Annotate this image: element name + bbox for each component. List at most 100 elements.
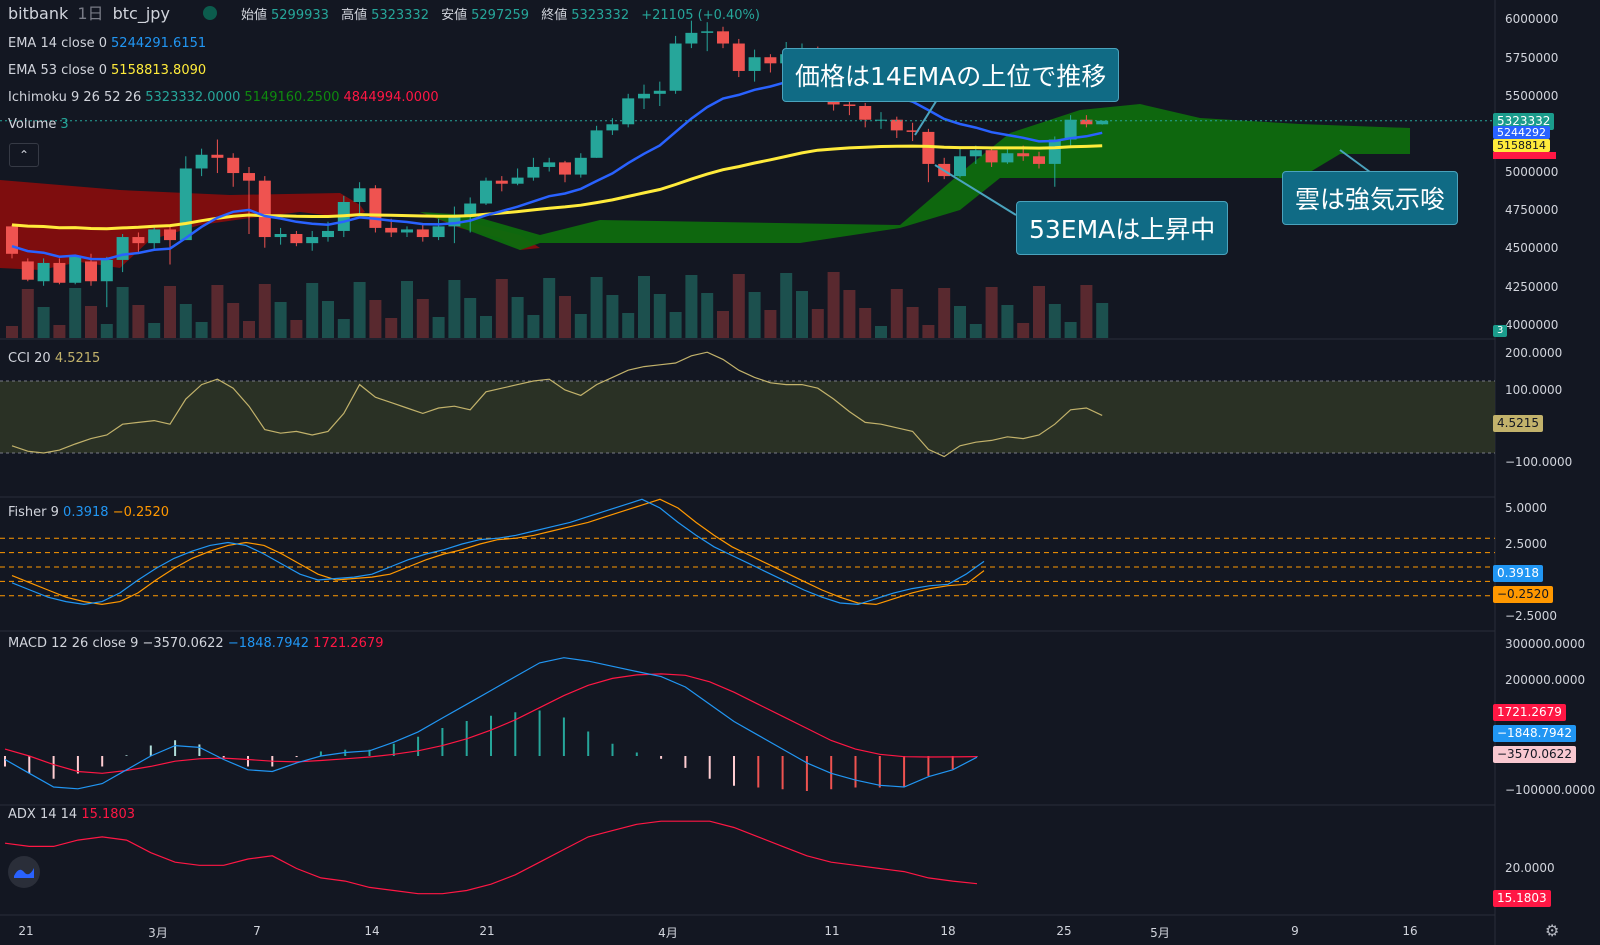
x-axis-tick: 14 (364, 924, 380, 938)
ema14-line (11, 74, 1103, 261)
candle-body (1048, 139, 1061, 164)
volume-bar (227, 303, 240, 338)
macd-axis-tick: 300000.0000 (1505, 637, 1586, 651)
settings-gear-icon[interactable]: ⚙ (1545, 921, 1560, 940)
volume-bar (337, 319, 350, 338)
price-axis-tick: 5750000 (1505, 51, 1559, 65)
candle-body (432, 226, 445, 238)
candle-body (701, 31, 714, 33)
candle-body (843, 104, 856, 106)
candle-body (290, 234, 303, 244)
fisher-value-tag: 0.3918 (1493, 565, 1543, 582)
volume-bar (969, 324, 982, 338)
candle-body (132, 237, 145, 244)
legend-volume[interactable]: Volume 3 (8, 117, 69, 132)
volume-bar (780, 273, 793, 338)
volume-bar (385, 318, 398, 338)
symbol-name: btc_jpy (112, 4, 170, 23)
volume-bar (464, 298, 477, 338)
ichimoku-tag (1493, 152, 1556, 159)
candle-body (1064, 119, 1077, 140)
price-axis-tick: 4250000 (1505, 280, 1559, 294)
tradingview-logo-icon[interactable] (8, 856, 40, 888)
candle-body (148, 229, 161, 244)
candle-body (1033, 156, 1045, 164)
candle-body (369, 188, 382, 228)
last-price-tag: 5323332 (1493, 113, 1555, 130)
symbol-header: bitbank 1日 btc_jpy (8, 6, 174, 22)
candle-body (21, 261, 34, 280)
cci-axis-tick: −100.0000 (1505, 455, 1573, 469)
volume-bar (764, 310, 777, 338)
volume-bar (796, 291, 808, 338)
legend-macd[interactable]: MACD 12 26 close 9 −3570.0622 −1848.7942… (8, 636, 384, 651)
market-status-icon (203, 6, 217, 20)
collapse-legend-button[interactable]: ⌃ (9, 143, 39, 167)
legend-ema14[interactable]: EMA 14 close 0 5244291.6151 (8, 36, 207, 51)
candle-body (764, 57, 777, 64)
volume-bar (353, 282, 366, 338)
fisher-signal-line (11, 498, 985, 606)
volume-bar (37, 307, 50, 338)
candle-body (954, 156, 966, 177)
cci-value-tag: 4.5215 (1493, 415, 1543, 432)
volume-bar (21, 289, 34, 338)
candle-body (85, 261, 97, 282)
candle-body (685, 32, 698, 44)
volume-bar (543, 278, 556, 338)
candle-body (638, 93, 650, 99)
candle-body (211, 154, 224, 158)
legend-cci[interactable]: CCI 20 4.5215 (8, 351, 101, 366)
candle-body (590, 130, 603, 158)
x-axis-tick: 5月 (1150, 926, 1170, 940)
candle-body (559, 162, 571, 175)
volume-bar (859, 308, 872, 338)
volume-bar (811, 309, 824, 338)
candle-body (653, 90, 666, 94)
volume-bar (480, 316, 492, 338)
callout-ema53-rising: 53EMAは上昇中 (1016, 201, 1229, 255)
callout-cloud-bullish: 雲は強気示唆 (1282, 171, 1459, 225)
candle-body (1096, 120, 1109, 125)
volume-bar (369, 300, 382, 338)
candle-body (859, 106, 872, 120)
candle-body (322, 230, 334, 238)
x-axis-tick: 16 (1402, 924, 1418, 938)
price-axis-tick: 4000000 (1505, 318, 1559, 332)
x-axis-tick: 21 (479, 924, 495, 938)
legend-fisher[interactable]: Fisher 9 0.3918 −0.2520 (8, 505, 170, 520)
volume-bar (748, 292, 761, 338)
volume-bar (179, 304, 192, 338)
fisher-signal-tag: −0.2520 (1493, 586, 1554, 603)
volume-bar (258, 284, 271, 338)
volume-bar (132, 305, 145, 338)
volume-tag: 3 (1493, 325, 1508, 337)
candle-body (401, 229, 413, 233)
candle-body (6, 226, 18, 254)
legend-ichimoku[interactable]: Ichimoku 9 26 52 26 5323332.0000 5149160.2… (8, 90, 439, 105)
candle-body (969, 150, 982, 157)
volume-bar (717, 311, 729, 338)
price-axis-tick: 5500000 (1505, 89, 1559, 103)
volume-bar (69, 288, 82, 338)
legend-ema53[interactable]: EMA 53 close 0 5158813.8090 (8, 63, 207, 78)
candle-body (227, 157, 240, 174)
exchange-name: bitbank (8, 4, 69, 23)
volume-bar (416, 299, 429, 338)
price-axis-tick: 6000000 (1505, 12, 1559, 26)
candle-body (906, 130, 919, 132)
candle-body (243, 173, 255, 181)
price-axis-tick: 5000000 (1505, 165, 1559, 179)
volume-bar (843, 290, 856, 338)
macd-signal-line (4, 673, 978, 774)
volume-bar (890, 289, 903, 338)
volume-bar (401, 281, 413, 338)
candle-body (606, 124, 619, 131)
volume-bar (306, 283, 319, 338)
legend-adx[interactable]: ADX 14 14 15.1803 (8, 807, 136, 822)
x-axis-tick: 18 (940, 924, 956, 938)
volume-bar (511, 297, 524, 338)
ema14-price-tag: 5244292 (1493, 126, 1550, 139)
callout-price-above-ema14: 価格は14EMAの上位で推移 (782, 48, 1120, 102)
